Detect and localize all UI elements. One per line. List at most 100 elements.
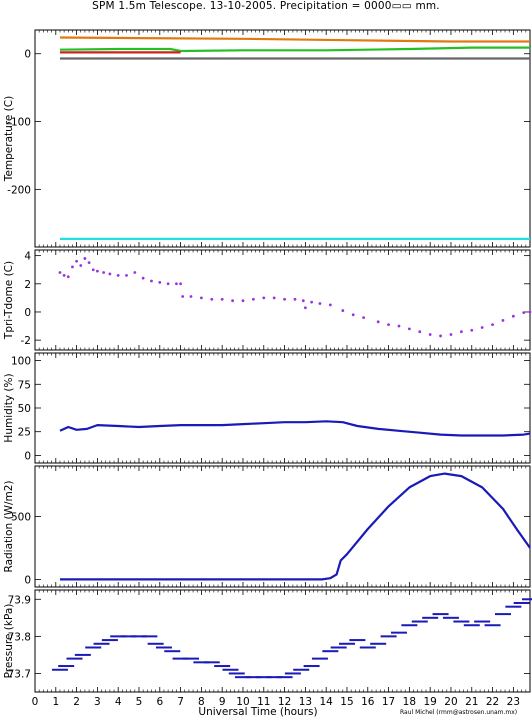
y-tick-label: 73.8	[8, 631, 31, 643]
data-point	[245, 676, 262, 679]
data-point	[505, 605, 522, 608]
data-point	[214, 665, 231, 668]
x-tick-label: 21	[465, 696, 478, 708]
data-point	[203, 661, 220, 664]
data-point	[108, 272, 112, 276]
data-point	[511, 314, 515, 318]
x-tick-label: 6	[156, 696, 163, 708]
data-point	[411, 620, 428, 623]
data-point	[322, 650, 339, 653]
data-point	[155, 646, 172, 649]
x-tick-label: 3	[94, 696, 101, 708]
data-point	[66, 657, 83, 660]
data-point	[181, 295, 185, 298]
data-point	[175, 282, 178, 286]
data-point	[293, 297, 297, 301]
y-axis-label: Radiation (W/m2)	[3, 481, 15, 573]
data-point	[338, 642, 355, 645]
y-tick-label: 73.9	[8, 594, 31, 606]
y-tick-label: 0	[24, 49, 31, 61]
x-tick-label: 12	[278, 696, 291, 708]
data-point	[370, 642, 387, 645]
data-point	[330, 646, 347, 649]
data-point	[62, 273, 66, 277]
data-point	[158, 280, 162, 284]
data-point	[189, 295, 193, 298]
data-point	[58, 271, 62, 274]
x-axis-label: Universal Time (hours)	[198, 706, 317, 718]
y-axis-label: Temperature (C)	[3, 96, 15, 182]
y-tick-label: 50	[18, 403, 31, 415]
data-point	[474, 620, 491, 623]
x-tick-label: 7	[177, 696, 184, 708]
data-point	[283, 297, 286, 301]
credit-text: Raul Michel (rmm@astrosen.unam.mx)	[400, 709, 517, 716]
data-point	[116, 273, 120, 277]
panel-frame	[34, 29, 531, 248]
x-tick-label: 16	[361, 696, 375, 708]
x-tick-label: 13	[299, 696, 312, 708]
panel-frame	[34, 249, 531, 351]
data-point	[301, 299, 305, 303]
data-point	[133, 271, 137, 274]
data-point	[376, 320, 380, 324]
data-point	[91, 268, 95, 272]
data-point	[439, 334, 442, 338]
data-point	[303, 665, 320, 668]
data-point	[87, 261, 91, 265]
data-point	[380, 635, 397, 638]
panel-frame	[34, 589, 531, 693]
y-tick-label: 2	[24, 279, 31, 291]
data-point	[310, 300, 314, 304]
x-tick-label: 23	[507, 696, 520, 708]
series-line-orange	[59, 36, 530, 43]
chart-title: SPM 1.5m Telescope. 13-10-2005. Precipit…	[92, 0, 440, 12]
data-point	[251, 297, 255, 301]
x-tick-label: 19	[423, 696, 436, 708]
data-point	[74, 653, 91, 656]
data-point	[491, 323, 494, 327]
data-point	[79, 264, 83, 267]
x-tick-label: 18	[403, 696, 416, 708]
y-axis-label: Pressure (kPa)	[3, 604, 15, 679]
y-tick-label: 100	[11, 356, 31, 368]
data-point	[293, 668, 310, 671]
data-point	[418, 330, 422, 334]
data-point	[164, 650, 181, 653]
series-line-blue	[60, 472, 531, 581]
y-tick-label: 25	[18, 427, 31, 439]
x-tick-label: 10	[236, 696, 249, 708]
data-point	[407, 327, 411, 331]
y-tick-label: 500	[11, 511, 31, 523]
y-axis-label: Tpri-Tdome (C)	[3, 261, 15, 340]
data-point	[125, 273, 128, 277]
data-point	[262, 296, 266, 300]
data-point	[401, 624, 418, 627]
data-point	[480, 326, 484, 329]
data-point	[172, 657, 189, 660]
data-point	[453, 620, 470, 623]
data-point	[193, 661, 210, 664]
data-point	[522, 311, 526, 315]
data-point	[101, 639, 118, 642]
data-point	[95, 269, 99, 273]
data-point	[387, 323, 390, 327]
y-tick-label: 73.7	[8, 668, 31, 680]
data-point	[284, 672, 301, 675]
data-point	[359, 646, 376, 649]
data-point	[241, 299, 245, 303]
data-point	[93, 642, 110, 645]
data-point	[179, 282, 182, 286]
panel-frame	[34, 465, 531, 588]
panel-frame	[34, 352, 531, 464]
data-point	[442, 616, 459, 619]
y-tick-label: -200	[7, 184, 31, 196]
data-point	[341, 309, 345, 312]
y-tick-label: 0	[24, 450, 31, 462]
data-point	[228, 672, 245, 675]
data-point	[349, 639, 366, 642]
x-tick-label: 0	[32, 696, 39, 708]
data-point	[272, 296, 276, 300]
data-point	[266, 676, 283, 679]
